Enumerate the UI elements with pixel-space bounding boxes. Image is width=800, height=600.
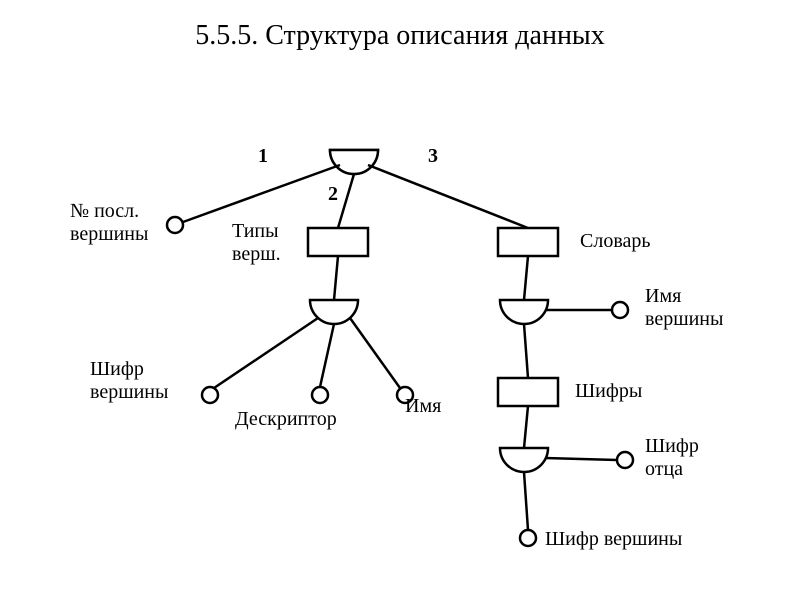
rect-shifry: [498, 378, 558, 406]
leaf-shifr-ottsa: [617, 452, 633, 468]
edge-3: [368, 165, 528, 228]
rect-tipy-versh: [308, 228, 368, 256]
label-slovar: Словарь: [580, 230, 651, 253]
label-deskriptor: Дескриптор: [235, 408, 337, 431]
edge-label-3: 3: [428, 145, 438, 168]
leaf-imya-vershiny: [612, 302, 628, 318]
label-shifr-vershiny: Шифр вершины: [90, 358, 168, 404]
half-node-4: [500, 448, 548, 472]
leaf-shifr-vershiny: [202, 387, 218, 403]
edge-label-2: 2: [328, 183, 338, 206]
label-shifr-ottsa: Шифр отца: [645, 435, 699, 481]
leaf-deskriptor: [312, 387, 328, 403]
leaf-posl-vershiny: [167, 217, 183, 233]
label-shifry: Шифры: [575, 380, 642, 403]
half-node-3: [500, 300, 548, 324]
label-shifr-vershiny-bottom: Шифр вершины: [545, 528, 682, 551]
leaf-shifr-vershiny-bottom: [520, 530, 536, 546]
edge-1: [183, 165, 340, 222]
label-imya: Имя: [405, 395, 441, 418]
label-posl-vershiny: № посл. вершины: [70, 200, 148, 246]
label-tipy-versh: Типы верш.: [232, 220, 281, 266]
edge-label-1: 1: [258, 145, 268, 168]
label-imya-vershiny: Имя вершины: [645, 285, 723, 331]
rect-slovar: [498, 228, 558, 256]
edge-2: [338, 174, 354, 228]
